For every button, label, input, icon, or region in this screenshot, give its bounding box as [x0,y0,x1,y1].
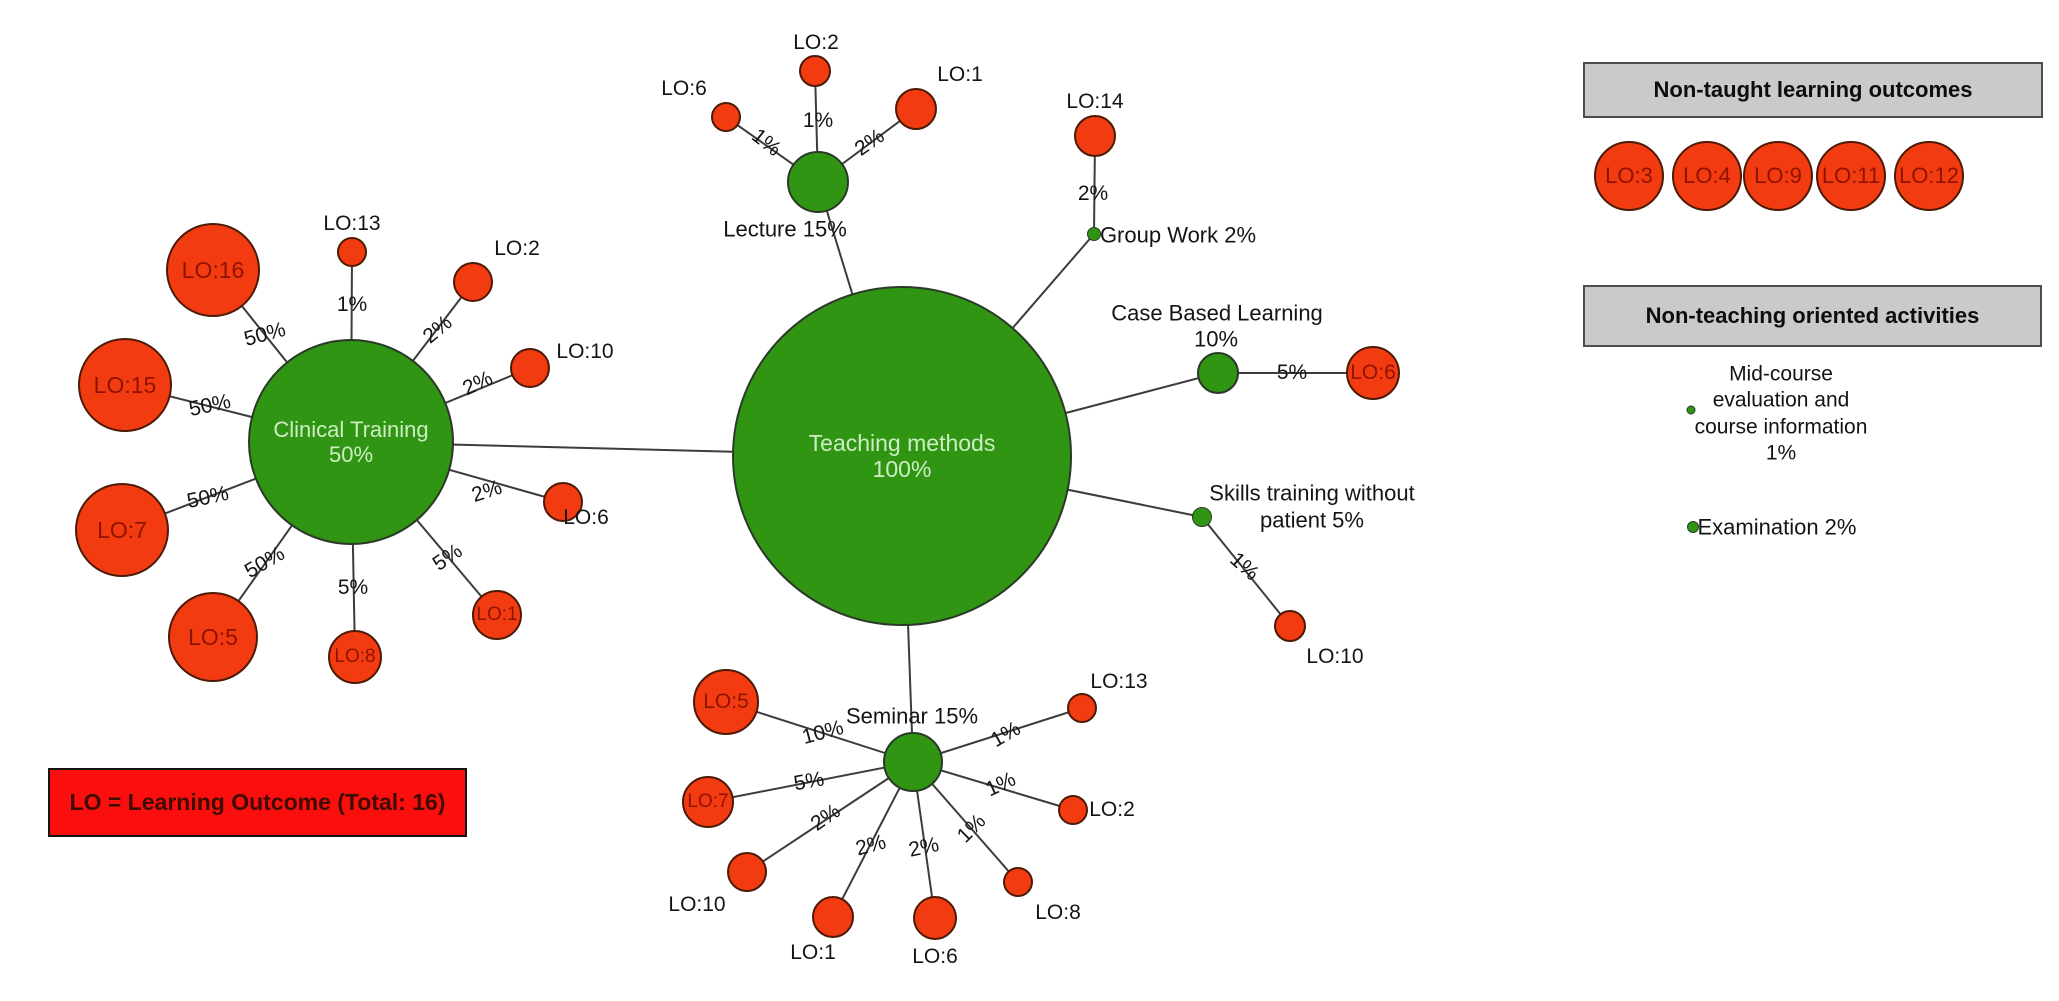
nontaught-lo-12-label: LO:12 [1899,163,1959,189]
node-lecture-lo-6 [711,102,741,132]
node-skills-lo-10 [1274,610,1306,642]
clinical-training-label: Clinical Training 50% [273,416,429,467]
lo-13-label: LO:13 [323,211,381,235]
legend-text: LO = Learning Outcome (Total: 16) [69,789,446,815]
node-seminar-lo-8 [1003,867,1033,897]
edge [746,761,914,873]
lo-10-label: LO:10 [556,339,614,363]
node-teaching-methods: Teaching methods 100% [732,286,1072,626]
lo-2-label: LO:2 [494,236,540,260]
examination-label: Examination 2% [1697,514,1857,540]
node-nontaught-lo-9: LO:9 [1743,141,1813,211]
node-lo-16: LO:16 [166,223,260,317]
midcourse-line-1: Mid-course [1729,362,1833,386]
skills-label-line1: Skills training without [1209,480,1415,506]
nontaught-lo-11-label: LO:11 [1821,163,1881,189]
seminar-lo-7-label: LO:7 [687,791,729,813]
seminar-lo-13-label: LO:13 [1090,669,1148,693]
node-seminar-lo-2 [1058,795,1088,825]
skills-label-line2: patient 5% [1260,507,1364,533]
edge [1201,516,1291,627]
node-lecture-lo-1 [895,88,937,130]
edge-pct: 5% [1276,360,1308,384]
node-lo-1: LO:1 [472,590,522,640]
skills-lo-10-label: LO:10 [1306,644,1364,668]
lo-16-label: LO:16 [181,256,245,283]
node-lo-2 [453,262,493,302]
node-seminar-lo-1 [812,896,854,938]
node-group-work [1087,227,1101,241]
node-nontaught-lo-11: LO:11 [1816,141,1886,211]
midcourse-line-4: 1% [1765,441,1797,465]
group-lo-14-label: LO:14 [1066,89,1124,113]
edge-pct: 1% [336,292,368,316]
non-taught-panel-title: Non-taught learning outcomes [1583,62,2043,118]
node-lecture [787,151,849,213]
lo-7-label: LO:7 [97,516,147,543]
midcourse-line-3: course information [1694,415,1868,438]
node-clinical-training: Clinical Training 50% [248,339,454,545]
edge-pct: 2% [1077,181,1109,205]
nontaught-lo-4-label: LO:4 [1683,163,1731,189]
node-case-lo-6: LO:6 [1346,346,1400,400]
non-taught-title-text: Non-taught learning outcomes [1653,77,1973,102]
legend-box: LO = Learning Outcome (Total: 16) [48,768,467,837]
node-seminar-lo-5: LO:5 [693,669,759,735]
lo-6-label: LO:6 [563,505,609,529]
lo-5-label: LO:5 [188,623,238,650]
seminar-label: Seminar 15% [845,703,979,729]
edge-pct: 5% [791,767,826,796]
edge-pct: 5% [337,575,369,599]
seminar-lo-2-label: LO:2 [1089,797,1135,821]
node-nontaught-lo-12: LO:12 [1894,141,1964,211]
node-seminar [883,732,943,792]
node-nontaught-lo-3: LO:3 [1594,141,1664,211]
non-teaching-title-text: Non-teaching oriented activities [1645,303,1980,328]
node-lo-10 [510,348,550,388]
node-lecture-lo-2 [799,55,831,87]
nontaught-lo-3-label: LO:3 [1605,163,1653,189]
edge-pct: 1% [802,108,834,132]
seminar-lo-10-label: LO:10 [668,892,726,916]
node-seminar-lo-13 [1067,693,1097,723]
case-lo-6-label: LO:6 [1350,360,1396,384]
midcourse-dot [1686,405,1696,415]
lo-1-label: LO:1 [476,604,518,626]
node-seminar-lo-7: LO:7 [682,776,734,828]
lecture-lo-2-label: LO:2 [793,30,839,54]
seminar-lo-6-label: LO:6 [912,944,958,968]
node-lo-6 [543,482,583,522]
teaching-methods-pct: 100% [872,456,932,482]
edge [707,761,914,803]
teaching-methods-label: Teaching methods [808,429,996,456]
lecture-lo-1-label: LO:1 [937,62,983,86]
node-lo-13 [337,237,367,267]
node-seminar-lo-6 [913,896,957,940]
group-work-label: Group Work 2% [1099,222,1257,248]
midcourse-label: Mid-course evaluation and course informa… [1651,362,1911,467]
midcourse-line-2: evaluation and [1712,388,1850,412]
seminar-lo-8-label: LO:8 [1035,900,1081,924]
seminar-lo-5-label: LO:5 [703,689,749,713]
node-group-lo-14 [1074,115,1116,157]
node-skills-training [1192,507,1212,527]
non-teaching-panel-title: Non-teaching oriented activities [1583,285,2042,347]
node-lo-5: LO:5 [168,592,258,682]
lecture-label: Lecture 15% [723,216,847,242]
node-seminar-lo-10 [727,852,767,892]
seminar-lo-1-label: LO:1 [790,940,836,964]
examination-dot [1687,521,1699,533]
node-lo-8: LO:8 [328,630,382,684]
lo-8-label: LO:8 [334,646,376,668]
node-lo-15: LO:15 [78,338,172,432]
nontaught-lo-9-label: LO:9 [1754,163,1802,189]
case-based-label: Case Based Learning [1111,300,1323,326]
node-lo-7: LO:7 [75,483,169,577]
node-case-based-learning [1197,352,1239,394]
lo-15-label: LO:15 [93,371,157,398]
lecture-lo-6-label: LO:6 [661,76,707,100]
case-based-pct-label: 10% [1193,326,1239,352]
node-nontaught-lo-4: LO:4 [1672,141,1742,211]
